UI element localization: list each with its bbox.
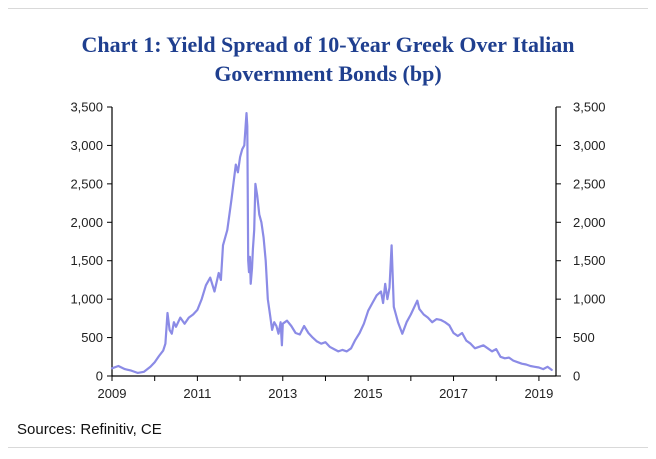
chart-title: Chart 1: Yield Spread of 10-Year Greek O… — [0, 30, 656, 88]
x-tick-label: 2011 — [183, 386, 211, 401]
x-tick-label: 2015 — [354, 386, 383, 401]
source-note: Sources: Refinitiv, CE — [17, 421, 162, 438]
x-tick-label: 2013 — [268, 386, 297, 401]
y-tick-label-right: 500 — [573, 330, 595, 345]
y-tick-label-right: 0 — [573, 369, 580, 384]
y-tick-label-left: 1,000 — [70, 292, 103, 307]
y-tick-label-left: 1,500 — [70, 253, 103, 268]
y-tick-label-left: 2,000 — [70, 215, 103, 230]
y-tick-label-left: 3,500 — [70, 100, 103, 115]
chart-title-line-1: Chart 1: Yield Spread of 10-Year Greek O… — [81, 32, 575, 57]
y-tick-label-left: 500 — [81, 330, 103, 345]
y-tick-label-right: 1,000 — [573, 292, 606, 307]
series-line — [110, 111, 553, 374]
chart-axes: 0 0 500 500 1,000 1,000 1,500 1,500 2,000 2,000 2,… — [70, 100, 605, 402]
y-tick-label-left: 2,500 — [70, 176, 103, 191]
chart-title-line-2: Government Bonds (bp) — [214, 61, 442, 86]
y-tick-label-right: 3,500 — [573, 100, 606, 115]
x-tick-label: 2019 — [524, 386, 553, 401]
y-tick-label-right: 3,000 — [573, 138, 606, 153]
y-tick-label-right: 2,500 — [573, 176, 606, 191]
y-tick-label-left: 3,000 — [70, 138, 103, 153]
x-tick-label: 2009 — [98, 386, 127, 401]
y-tick-label-right: 1,500 — [573, 253, 606, 268]
y-tick-label-left: 0 — [96, 369, 103, 384]
series-layer — [110, 111, 553, 374]
chart-frame — [8, 8, 648, 448]
x-tick-label: 2017 — [439, 386, 468, 401]
y-tick-label-right: 2,000 — [573, 215, 606, 230]
